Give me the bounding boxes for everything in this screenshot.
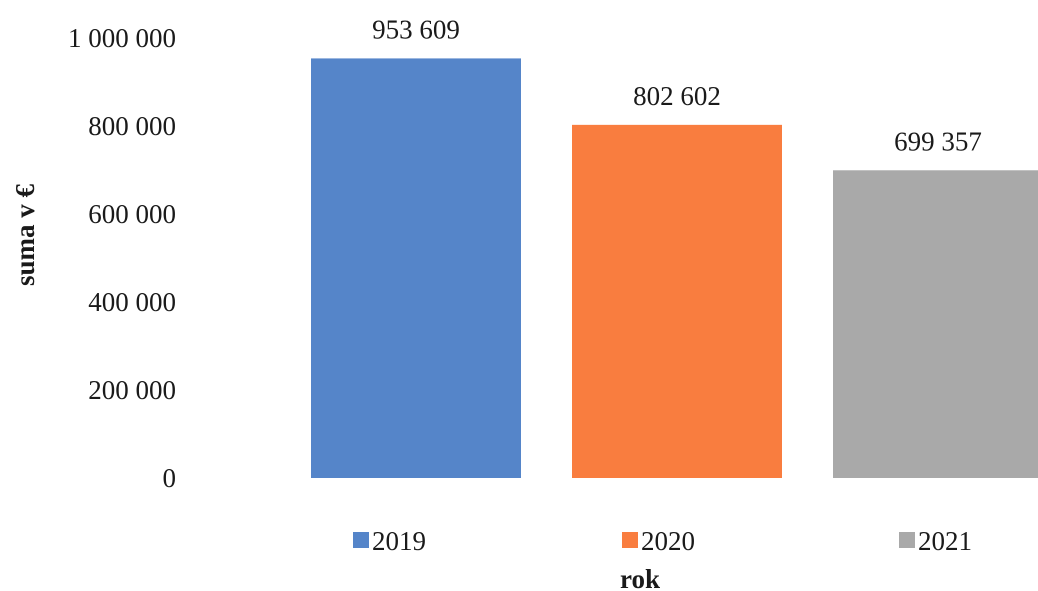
y-axis-ticks: 0 200 000 400 000 600 000 800 000 1 000 000 — [68, 23, 176, 493]
y-tick-label: 1 000 000 — [68, 23, 176, 53]
legend-label-2021: 2021 — [918, 526, 972, 556]
bar-series — [311, 58, 1038, 479]
y-tick-label: 200 000 — [88, 375, 176, 405]
legend-swatch-2021 — [899, 532, 915, 548]
x-axis-title: rok — [620, 564, 660, 591]
bar-2021 — [833, 170, 1038, 479]
data-label-2019: 953 609 — [372, 14, 460, 44]
legend: 2019 2020 2021 — [353, 526, 972, 556]
data-label-2021: 699 357 — [894, 126, 982, 156]
bar-2020 — [572, 124, 782, 479]
legend-label-2019: 2019 — [372, 526, 426, 556]
legend-label-2020: 2020 — [641, 526, 695, 556]
data-label-2020: 802 602 — [633, 81, 721, 111]
y-tick-label: 400 000 — [88, 287, 176, 317]
y-tick-label: 0 — [163, 463, 177, 493]
y-tick-label: 600 000 — [88, 199, 176, 229]
y-tick-label: 800 000 — [88, 111, 176, 141]
legend-swatch-2019 — [353, 532, 369, 548]
bar-2019 — [311, 58, 521, 478]
data-labels: 953 609 802 602 699 357 — [372, 14, 982, 156]
y-axis-title: suma v € — [10, 183, 40, 286]
legend-swatch-2020 — [622, 532, 638, 548]
